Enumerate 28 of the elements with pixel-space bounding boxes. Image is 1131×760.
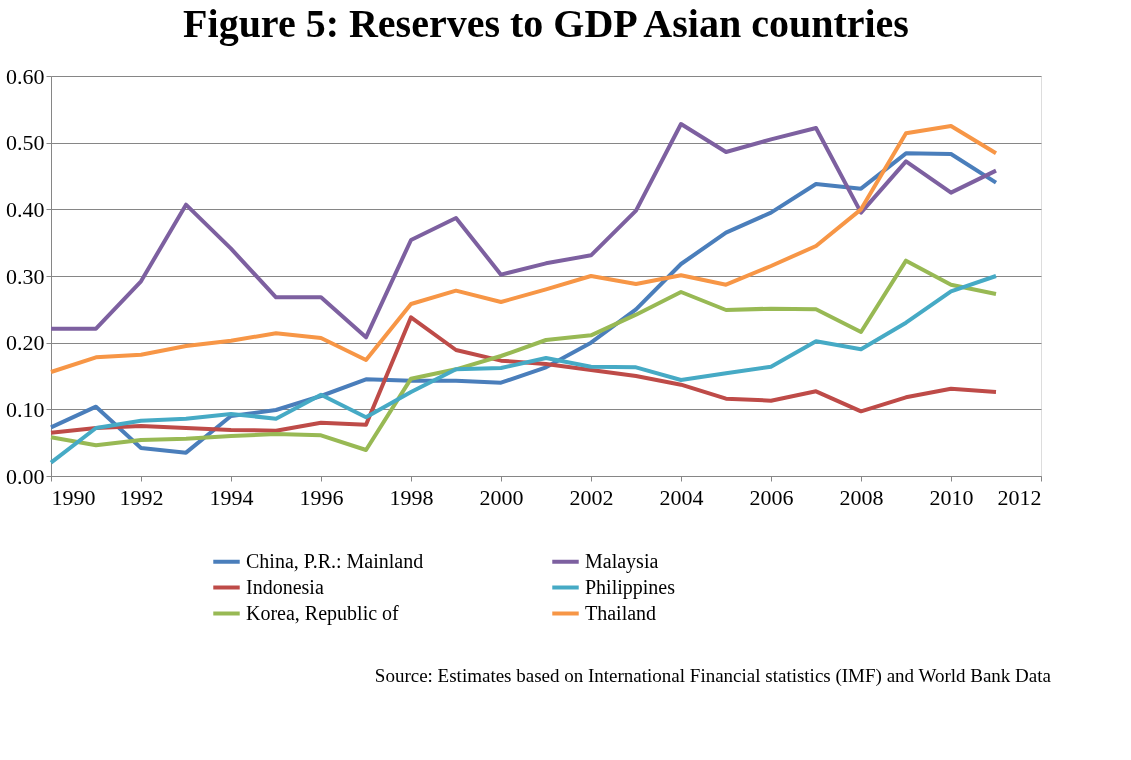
x-tick-label: 2010 [929, 484, 974, 510]
y-tick-label: 0.50 [6, 130, 45, 156]
x-tick-label: 1998 [389, 484, 434, 510]
x-tick-label: 1990 [51, 484, 96, 510]
y-tick-label: 0.60 [6, 63, 45, 89]
y-tick-label: 0.20 [6, 330, 45, 356]
line-series [49, 315, 998, 435]
x-tick-label: 2004 [659, 484, 704, 510]
legend-label: Philippines [585, 575, 676, 599]
legend-label: Thailand [585, 601, 657, 624]
legend-label: Indonesia [246, 575, 324, 598]
y-tick-label: 0.40 [6, 196, 45, 222]
source-note: Source: Estimates based on International Financial statistics (IMF) and World Bank Data [374, 665, 1052, 687]
y-tick-label: 0.10 [6, 396, 45, 422]
x-tick-label: 1996 [299, 484, 344, 510]
x-tick-label: 1992 [119, 484, 164, 510]
x-tick-label: 2000 [479, 484, 524, 510]
legend-label: Korea, Republic of [246, 601, 400, 625]
x-tick-label: 2002 [569, 484, 614, 510]
legend-label: China, P.R.: Mainland [246, 549, 424, 572]
y-tick-label: 0.00 [6, 463, 45, 489]
y-tick-label: 0.30 [6, 263, 45, 289]
x-tick-label: 2012 [997, 484, 1042, 510]
legend-label: Malaysia [585, 549, 659, 573]
x-tick-label: 2008 [839, 484, 884, 510]
x-tick-label: 2006 [749, 484, 794, 510]
chart-title: Figure 5: Reserves to GDP Asian countries [183, 1, 909, 46]
x-tick-label: 1994 [209, 484, 254, 510]
